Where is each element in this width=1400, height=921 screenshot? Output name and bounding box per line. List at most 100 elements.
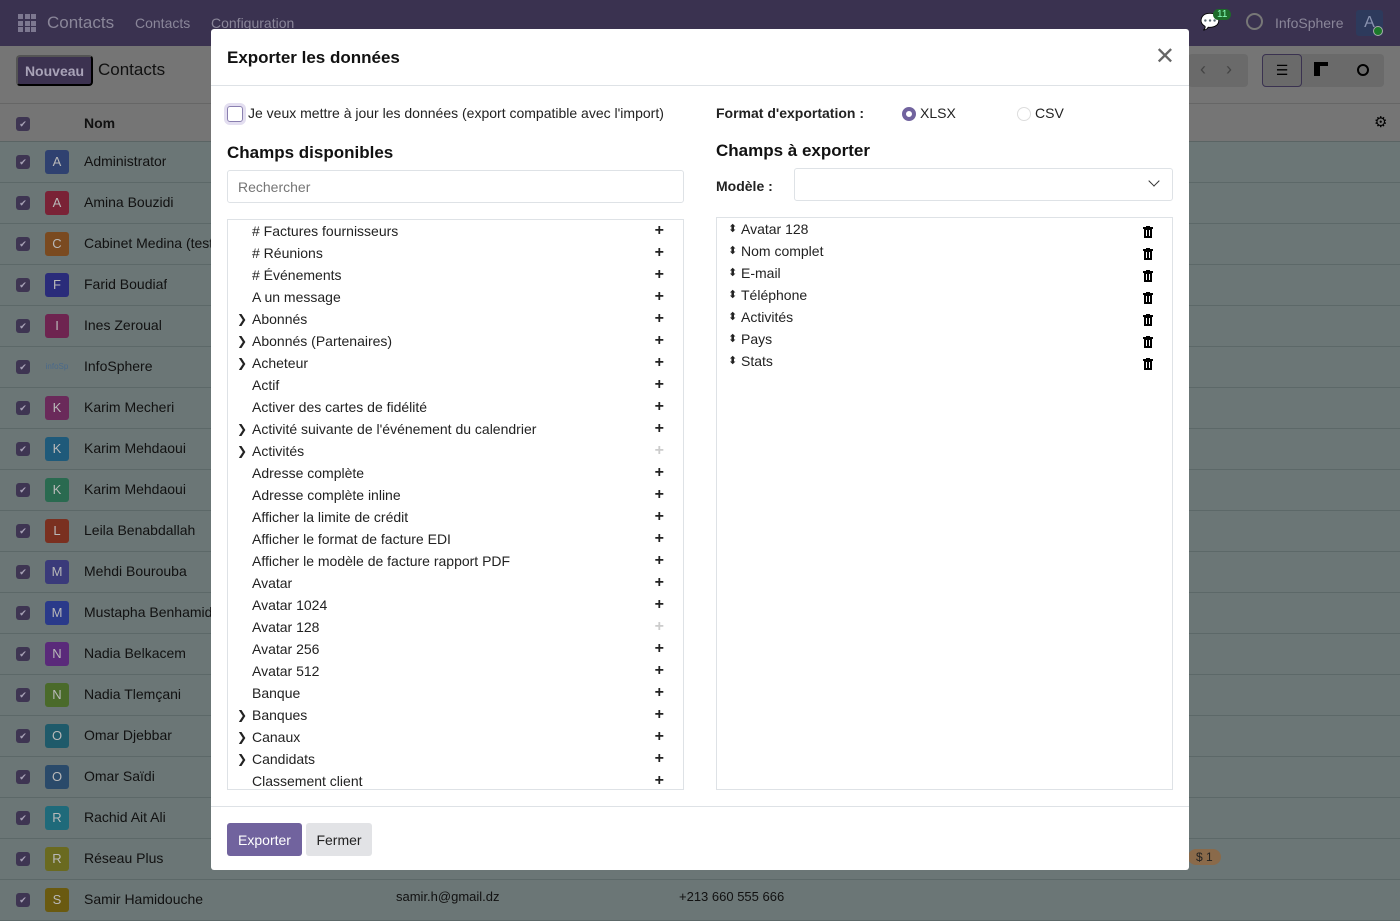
add-field-icon[interactable]: + <box>654 244 664 261</box>
add-field-icon[interactable]: + <box>654 288 664 305</box>
add-field-icon[interactable]: + <box>654 728 664 745</box>
available-field-item[interactable]: ❯ Abonnés + <box>228 308 683 330</box>
add-field-icon[interactable]: + <box>654 640 664 657</box>
available-field-item[interactable]: Adresse complète inline + <box>228 484 683 506</box>
row-checkbox[interactable]: ✔ <box>16 319 30 333</box>
table-row[interactable]: ✔ S Samir Hamidouche samir.h@gmail.dz +213 6… <box>0 880 1400 921</box>
csv-radio[interactable] <box>1017 107 1031 121</box>
available-field-item[interactable]: Avatar 128 + <box>228 616 683 638</box>
row-checkbox[interactable]: ✔ <box>16 565 30 579</box>
row-checkbox[interactable]: ✔ <box>16 893 30 907</box>
row-checkbox[interactable]: ✔ <box>16 155 30 169</box>
row-checkbox[interactable]: ✔ <box>16 606 30 620</box>
add-field-icon[interactable]: + <box>654 376 664 393</box>
available-field-item[interactable]: Banque + <box>228 682 683 704</box>
pager-buttons[interactable]: ‹› <box>1188 54 1248 87</box>
trash-icon[interactable] <box>1143 244 1153 260</box>
available-field-item[interactable]: Avatar 1024 + <box>228 594 683 616</box>
row-checkbox[interactable]: ✔ <box>16 688 30 702</box>
available-field-item[interactable]: Afficher le modèle de facture rapport PD… <box>228 550 683 572</box>
new-button[interactable]: Nouveau <box>16 55 93 86</box>
xlsx-radio[interactable] <box>902 107 916 121</box>
drag-sort-icon[interactable]: ⬍ <box>728 311 738 323</box>
available-field-item[interactable]: ❯ Banques + <box>228 704 683 726</box>
available-field-item[interactable]: ❯ Abonnés (Partenaires) + <box>228 330 683 352</box>
available-field-item[interactable]: ❯ Candidats + <box>228 748 683 770</box>
chevron-right-icon[interactable]: ❯ <box>237 730 248 744</box>
row-checkbox[interactable]: ✔ <box>16 647 30 661</box>
add-field-icon[interactable]: + <box>654 310 664 327</box>
close-icon[interactable]: ✕ <box>1154 43 1175 70</box>
add-field-icon[interactable]: + <box>654 772 664 789</box>
export-field-item[interactable]: ⬍ Pays <box>717 328 1172 350</box>
field-search-input[interactable] <box>227 170 684 203</box>
add-field-icon[interactable]: + <box>654 398 664 415</box>
available-field-item[interactable]: # Réunions + <box>228 242 683 264</box>
add-field-icon[interactable]: + <box>654 222 664 239</box>
add-field-icon[interactable]: + <box>654 442 664 459</box>
add-field-icon[interactable]: + <box>654 464 664 481</box>
trash-icon[interactable] <box>1143 332 1153 348</box>
available-field-item[interactable]: Activer des cartes de fidélité + <box>228 396 683 418</box>
drag-sort-icon[interactable]: ⬍ <box>728 267 738 279</box>
export-field-item[interactable]: ⬍ Avatar 128 <box>717 218 1172 240</box>
add-field-icon[interactable]: + <box>654 420 664 437</box>
csv-label[interactable]: CSV <box>1035 105 1064 121</box>
row-checkbox[interactable]: ✔ <box>16 483 30 497</box>
add-field-icon[interactable]: + <box>654 354 664 371</box>
kanban-view-icon[interactable] <box>1314 62 1328 76</box>
available-field-item[interactable]: # Événements + <box>228 264 683 286</box>
drag-sort-icon[interactable]: ⬍ <box>728 223 738 235</box>
available-field-item[interactable]: A un message + <box>228 286 683 308</box>
export-field-item[interactable]: ⬍ Nom complet <box>717 240 1172 262</box>
available-field-item[interactable]: # Factures fournisseurs + <box>228 220 683 242</box>
add-field-icon[interactable]: + <box>654 266 664 283</box>
add-field-icon[interactable]: + <box>654 508 664 525</box>
drag-sort-icon[interactable]: ⬍ <box>728 355 738 367</box>
export-field-item[interactable]: ⬍ Activités <box>717 306 1172 328</box>
add-field-icon[interactable]: + <box>654 684 664 701</box>
add-field-icon[interactable]: + <box>654 574 664 591</box>
chevron-right-icon[interactable]: ❯ <box>237 312 248 326</box>
activity-clock-icon[interactable] <box>1246 13 1263 30</box>
available-field-item[interactable]: Avatar 256 + <box>228 638 683 660</box>
add-field-icon[interactable]: + <box>654 662 664 679</box>
available-field-item[interactable]: ❯ Canaux + <box>228 726 683 748</box>
row-checkbox[interactable]: ✔ <box>16 811 30 825</box>
apps-menu-icon[interactable] <box>18 14 36 32</box>
drag-sort-icon[interactable]: ⬍ <box>728 245 738 257</box>
drag-sort-icon[interactable]: ⬍ <box>728 333 738 345</box>
template-select[interactable] <box>794 168 1173 201</box>
export-button[interactable]: Exporter <box>227 823 302 856</box>
row-checkbox[interactable]: ✔ <box>16 237 30 251</box>
available-field-item[interactable]: ❯ Activités + <box>228 440 683 462</box>
chevron-right-icon[interactable]: ❯ <box>237 356 248 370</box>
row-checkbox[interactable]: ✔ <box>16 401 30 415</box>
trash-icon[interactable] <box>1143 266 1153 282</box>
export-field-item[interactable]: ⬍ Téléphone <box>717 284 1172 306</box>
trash-icon[interactable] <box>1143 354 1153 370</box>
chevron-right-icon[interactable]: ❯ <box>237 422 248 436</box>
row-checkbox[interactable]: ✔ <box>16 278 30 292</box>
row-checkbox[interactable]: ✔ <box>16 524 30 538</box>
row-checkbox[interactable]: ✔ <box>16 852 30 866</box>
row-checkbox[interactable]: ✔ <box>16 442 30 456</box>
add-field-icon[interactable]: + <box>654 750 664 767</box>
available-field-item[interactable]: ❯ Acheteur + <box>228 352 683 374</box>
app-title[interactable]: Contacts <box>47 13 115 32</box>
export-field-item[interactable]: ⬍ Stats <box>717 350 1172 372</box>
list-view-icon[interactable]: ☰ <box>1262 54 1302 87</box>
available-field-item[interactable]: Afficher la limite de crédit + <box>228 506 683 528</box>
chevron-right-icon[interactable]: ❯ <box>237 708 248 722</box>
add-field-icon[interactable]: + <box>654 706 664 723</box>
update-data-checkbox[interactable] <box>227 106 243 122</box>
drag-sort-icon[interactable]: ⬍ <box>728 289 738 301</box>
row-checkbox[interactable]: ✔ <box>16 770 30 784</box>
company-switcher[interactable]: InfoSphere <box>1275 15 1344 31</box>
menu-contacts[interactable]: Contacts <box>135 15 191 31</box>
export-field-item[interactable]: ⬍ E-mail <box>717 262 1172 284</box>
available-field-item[interactable]: Classement client + <box>228 770 683 789</box>
optional-columns-icon[interactable]: ⚙ <box>1374 114 1388 131</box>
available-field-item[interactable]: Avatar + <box>228 572 683 594</box>
available-field-item[interactable]: Adresse complète + <box>228 462 683 484</box>
